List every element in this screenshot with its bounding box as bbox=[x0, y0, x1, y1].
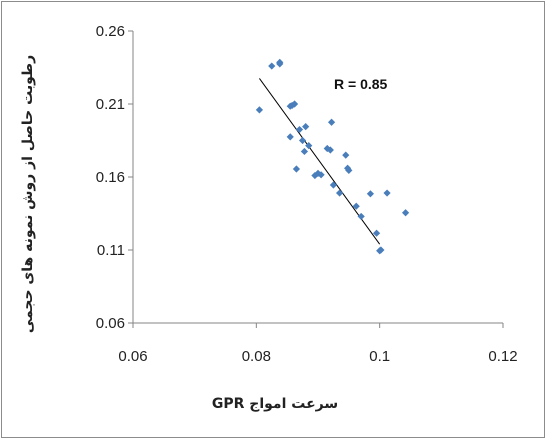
data-point bbox=[372, 229, 381, 237]
data-point bbox=[288, 101, 296, 110]
data-point bbox=[300, 147, 309, 156]
data-point bbox=[295, 125, 304, 134]
y-tick-label: 0.26 bbox=[96, 23, 125, 40]
data-point bbox=[401, 209, 410, 217]
x-tick-label: 0.06 bbox=[118, 348, 147, 365]
y-tick-label: 0.16 bbox=[96, 169, 125, 186]
data-point bbox=[286, 133, 294, 141]
data-point bbox=[298, 136, 307, 145]
data-point bbox=[329, 181, 338, 189]
x-tick-label: 0.1 bbox=[369, 348, 390, 365]
x-tick-label: 0.12 bbox=[488, 348, 517, 365]
data-point bbox=[290, 100, 299, 108]
data-point bbox=[352, 202, 360, 210]
data-point bbox=[383, 189, 391, 197]
data-point bbox=[327, 118, 336, 126]
data-point bbox=[366, 190, 375, 198]
y-axis-title: رطوبت حاصل از روش نمونه های حجمی bbox=[20, 55, 36, 333]
data-points bbox=[255, 58, 410, 255]
axes bbox=[128, 30, 504, 328]
y-tick-label: 0.21 bbox=[96, 96, 125, 113]
data-point bbox=[276, 60, 284, 68]
r-value-annotation: R = 0.85 bbox=[334, 76, 388, 92]
data-point bbox=[326, 146, 334, 154]
x-axis-title: سرعت امواج GPR bbox=[212, 396, 338, 412]
data-point bbox=[357, 212, 365, 221]
data-point bbox=[292, 165, 301, 173]
data-point bbox=[345, 166, 353, 175]
data-point bbox=[305, 142, 313, 150]
data-point bbox=[317, 171, 325, 179]
data-point bbox=[342, 151, 350, 159]
data-point bbox=[268, 62, 276, 70]
tick-labels: 0.06 0.11 0.16 0.21 0.26 0.06 0.08 0.1 0.12 bbox=[96, 23, 518, 365]
y-tick-label: 0.06 bbox=[96, 315, 125, 332]
x-tick-label: 0.08 bbox=[242, 348, 271, 365]
data-point bbox=[302, 123, 310, 131]
data-point bbox=[377, 246, 385, 254]
data-point bbox=[311, 171, 319, 180]
y-tick-label: 0.11 bbox=[97, 242, 125, 259]
data-point bbox=[335, 189, 344, 197]
data-point bbox=[255, 106, 264, 114]
